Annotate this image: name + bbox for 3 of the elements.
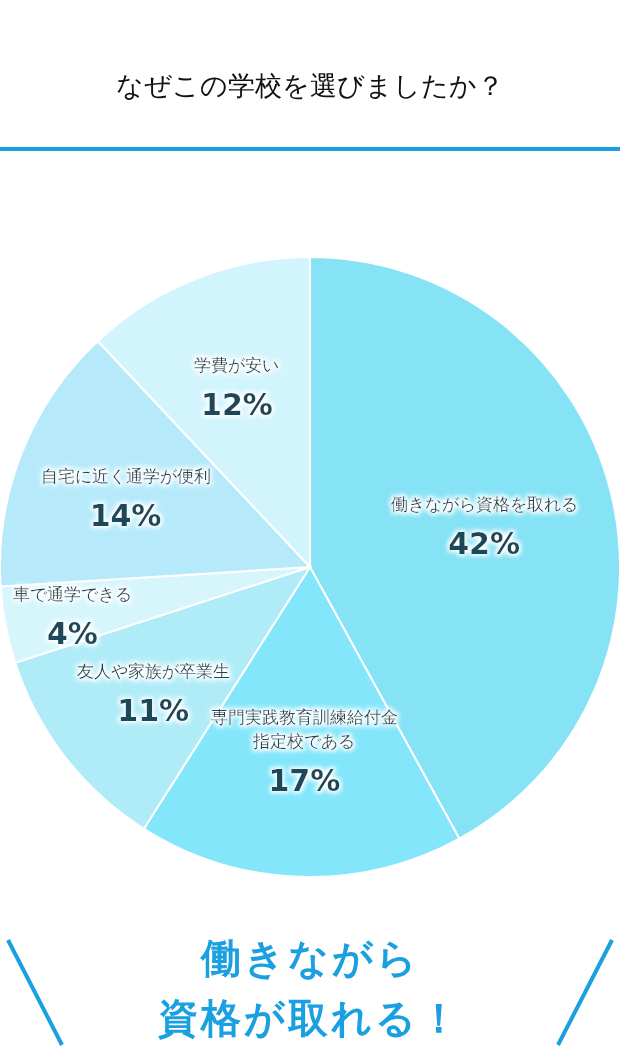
annotation: 働きながら bbox=[200, 935, 420, 981]
title: なぜこの学校を選びましたか？ bbox=[116, 70, 504, 101]
annotation: 資格が取れる！ bbox=[158, 995, 462, 1041]
